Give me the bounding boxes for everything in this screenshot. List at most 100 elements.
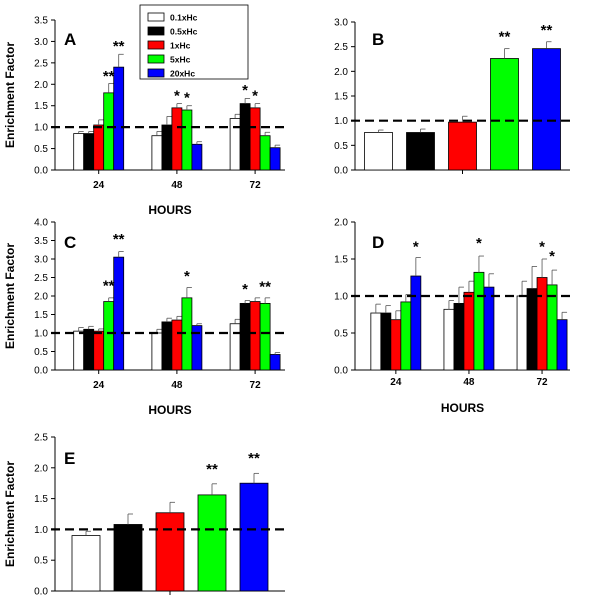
bar	[269, 147, 281, 171]
bar	[453, 302, 465, 371]
y-tick-label: 2.0	[334, 218, 348, 229]
bar	[448, 121, 477, 171]
bar	[161, 124, 173, 171]
y-tick-label: 3.0	[34, 37, 48, 48]
y-tick-label: 3.0	[34, 255, 48, 266]
bar	[103, 301, 115, 371]
bar	[239, 482, 269, 592]
panel-letter: B	[372, 30, 384, 49]
bar	[93, 330, 105, 371]
bar	[380, 312, 392, 371]
bar	[259, 302, 271, 371]
significance-marker: *	[242, 82, 248, 99]
significance-marker: *	[539, 239, 545, 256]
bar	[161, 321, 173, 371]
significance-marker: **	[206, 461, 218, 478]
x-tick-label: 72	[536, 377, 548, 388]
legend-swatch	[147, 54, 165, 64]
y-tick-label: 0.0	[334, 166, 348, 177]
x-axis-label: HOURS	[148, 203, 191, 217]
bar	[410, 275, 422, 371]
y-tick-label: 0.5	[34, 556, 48, 567]
y-tick-label: 0.0	[34, 366, 48, 377]
bar	[364, 132, 393, 171]
x-tick-label: 72	[250, 180, 262, 191]
legend-label: 20xHc	[170, 69, 195, 79]
y-tick-label: 2.0	[34, 80, 48, 91]
y-axis-label: Enrichment Factor	[3, 243, 17, 349]
legend-label: 1xHc	[170, 41, 191, 51]
significance-marker: *	[242, 281, 248, 298]
y-tick-label: 1.0	[34, 525, 48, 536]
x-axis-label: HOURS	[148, 403, 191, 417]
significance-marker: *	[252, 88, 258, 105]
bar	[532, 48, 561, 171]
chart-panel-b: 0.0 0.5 1.0 1.5 2.0 2.5 3.0 B ** **	[334, 18, 570, 177]
bar	[483, 286, 495, 371]
bar	[83, 133, 95, 171]
bar	[171, 107, 183, 171]
y-tick-label: 1.0	[334, 292, 348, 303]
bar	[259, 135, 271, 171]
x-tick-label: 24	[93, 380, 105, 391]
y-tick-label: 0.5	[334, 141, 348, 152]
y-tick-label: 1.0	[34, 329, 48, 340]
bar	[113, 524, 143, 592]
bar	[113, 256, 125, 371]
y-tick-label: 4.0	[34, 218, 48, 229]
y-tick-label: 1.5	[34, 101, 48, 112]
significance-marker: *	[174, 88, 180, 105]
y-axis-label: Enrichment Factor	[3, 461, 17, 567]
legend-label: 0.1xHc	[170, 13, 198, 23]
x-axis-label: HOURS	[441, 401, 484, 415]
bar	[516, 295, 528, 371]
y-tick-label: 0.0	[34, 166, 48, 177]
bar	[197, 494, 227, 592]
significance-marker: **	[541, 22, 553, 39]
chart-panel-e: 0.0 0.5 1.0 1.5 2.0 2.5 E ** ** Enrichment Factor	[3, 433, 285, 598]
bar	[406, 132, 435, 171]
x-tick-label: 72	[250, 380, 262, 391]
significance-marker: *	[184, 268, 190, 285]
y-tick-label: 2.5	[334, 42, 348, 53]
y-tick-label: 2.0	[34, 292, 48, 303]
bar	[229, 323, 241, 371]
y-tick-label: 1.0	[334, 116, 348, 127]
significance-marker: *	[184, 89, 190, 106]
y-tick-label: 0.0	[34, 587, 48, 598]
bar	[151, 135, 163, 171]
bar	[83, 328, 95, 371]
bar	[113, 66, 125, 171]
y-tick-label: 1.5	[334, 255, 348, 266]
legend-swatch	[147, 68, 165, 78]
panel-letter: D	[372, 233, 384, 252]
bar	[103, 92, 115, 171]
legend-label: 0.5xHc	[170, 27, 198, 37]
significance-marker: **	[113, 231, 125, 248]
y-axis-label: Enrichment Factor	[3, 42, 17, 148]
legend-label: 5xHc	[170, 55, 191, 65]
bar	[443, 308, 455, 371]
bar	[526, 288, 538, 371]
x-tick-label: 24	[390, 377, 402, 388]
bar	[536, 277, 548, 371]
x-tick-label: 48	[171, 380, 183, 391]
legend: 0.1xHc 0.5xHc 1xHc 5xHc 20xHc	[139, 4, 249, 80]
panel-letter: A	[64, 30, 76, 49]
y-tick-label: 1.5	[334, 92, 348, 103]
bar	[390, 319, 402, 371]
bar	[249, 107, 261, 171]
significance-marker: **	[259, 279, 271, 296]
bar	[400, 301, 412, 371]
x-tick-label: 24	[93, 180, 105, 191]
bar	[181, 109, 193, 171]
y-tick-label: 0.0	[334, 366, 348, 377]
y-tick-label: 0.5	[34, 144, 48, 155]
bar	[249, 301, 261, 371]
y-tick-label: 2.0	[34, 463, 48, 474]
y-tick-label: 0.5	[34, 347, 48, 358]
y-tick-label: 2.5	[34, 273, 48, 284]
